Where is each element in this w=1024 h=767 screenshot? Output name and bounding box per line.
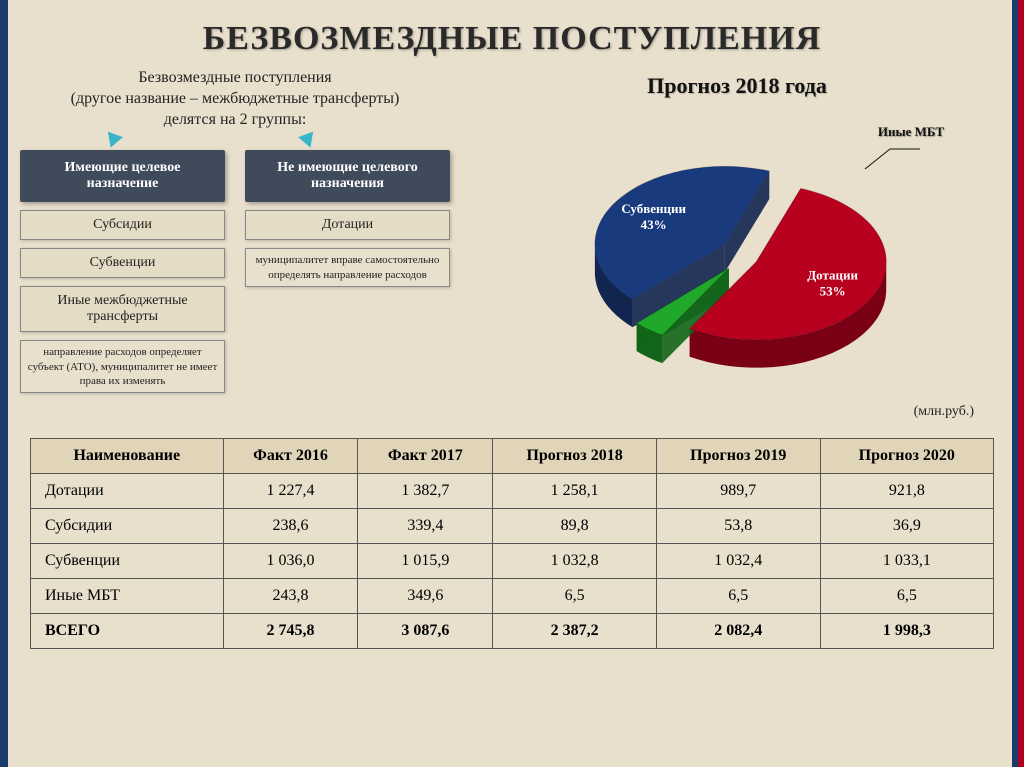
table-cell: 2 745,8	[223, 614, 358, 649]
table-cell: 6,5	[820, 579, 993, 614]
table-cell: 1 032,8	[493, 544, 657, 579]
table-row: Иные МБТ243,8349,66,56,56,5	[31, 579, 994, 614]
group-note: муниципалитет вправе самостоятельно опре…	[245, 248, 450, 287]
table-cell: 238,6	[223, 509, 358, 544]
subtitle: Безвозмездные поступления (другое назван…	[20, 68, 450, 130]
border-right	[1012, 0, 1024, 767]
arrow-down-icon	[298, 132, 318, 151]
table-cell: Субсидии	[31, 509, 224, 544]
pie-panel: Прогноз 2018 года Дотации53%Субсидии4%Су…	[470, 68, 1004, 418]
table-cell: 1 382,7	[358, 474, 493, 509]
callout-label: Иные МБТ	[878, 124, 944, 139]
table-cell: 2 082,4	[656, 614, 820, 649]
table-header-cell: Факт 2016	[223, 439, 358, 474]
table-row-total: ВСЕГО2 745,83 087,62 387,22 082,41 998,3	[31, 614, 994, 649]
subtitle-line: делятся на 2 группы:	[164, 111, 307, 128]
svg-text:Субвенции: Субвенции	[621, 201, 686, 216]
group-targeted: Имеющие целевое назначение Субсидии Субв…	[20, 150, 225, 393]
group-header: Не имеющие целевого назначения	[245, 150, 450, 202]
table-cell: 89,8	[493, 509, 657, 544]
pie-callout-other: Иные МБТ	[878, 124, 944, 140]
table-cell: 36,9	[820, 509, 993, 544]
table-cell: 243,8	[223, 579, 358, 614]
group-header: Имеющие целевое назначение	[20, 150, 225, 202]
group-nontargeted: Не имеющие целевого назначения Дотации м…	[245, 150, 450, 393]
table-cell: Дотации	[31, 474, 224, 509]
table-header-cell: Прогноз 2020	[820, 439, 993, 474]
table-cell: 6,5	[493, 579, 657, 614]
table-cell: Субвенции	[31, 544, 224, 579]
group-item: Дотации	[245, 210, 450, 240]
table-header-cell: Факт 2017	[358, 439, 493, 474]
group-item: Субвенции	[20, 248, 225, 278]
page-title: БЕЗВОЗМЕЗДНЫЕ ПОСТУПЛЕНИЯ	[20, 0, 1004, 68]
table-cell: 1 032,4	[656, 544, 820, 579]
table-cell: 921,8	[820, 474, 993, 509]
table-cell: 53,8	[656, 509, 820, 544]
border-left	[0, 0, 8, 767]
pie-title: Прогноз 2018 года	[470, 73, 1004, 99]
subtitle-line: (другое название – межбюджетные трансфер…	[71, 90, 400, 107]
data-table: НаименованиеФакт 2016Факт 2017Прогноз 20…	[30, 438, 994, 649]
table-cell: 989,7	[656, 474, 820, 509]
svg-text:43%: 43%	[641, 217, 667, 232]
table-cell: 1 036,0	[223, 544, 358, 579]
table-cell: Иные МБТ	[31, 579, 224, 614]
subtitle-line: Безвозмездные поступления	[138, 69, 331, 86]
table-cell: 1 258,1	[493, 474, 657, 509]
table-cell: 1 227,4	[223, 474, 358, 509]
table-cell: 1 033,1	[820, 544, 993, 579]
table-row: Субсидии238,6339,489,853,836,9	[31, 509, 994, 544]
table-cell: 1 015,9	[358, 544, 493, 579]
table-header-cell: Прогноз 2018	[493, 439, 657, 474]
unit-label: (млн.руб.)	[914, 404, 974, 420]
table-cell: 6,5	[656, 579, 820, 614]
table-cell: 349,6	[358, 579, 493, 614]
arrow-down-icon	[103, 132, 123, 151]
table-cell: 3 087,6	[358, 614, 493, 649]
classification-panel: Безвозмездные поступления (другое назван…	[20, 68, 450, 418]
pie-chart: Дотации53%Субсидии4%Субвенции43%	[470, 99, 990, 389]
table-cell: 339,4	[358, 509, 493, 544]
table-cell: ВСЕГО	[31, 614, 224, 649]
table-header-cell: Наименование	[31, 439, 224, 474]
group-item: Иные межбюджетные трансферты	[20, 286, 225, 332]
svg-text:Дотации: Дотации	[807, 267, 858, 282]
group-item: Субсидии	[20, 210, 225, 240]
table-header-cell: Прогноз 2019	[656, 439, 820, 474]
group-note: направление расходов определяет субъект …	[20, 340, 225, 393]
table-row: Субвенции1 036,01 015,91 032,81 032,41 0…	[31, 544, 994, 579]
svg-text:53%: 53%	[820, 283, 846, 298]
table-row: Дотации1 227,41 382,71 258,1989,7921,8	[31, 474, 994, 509]
table-cell: 2 387,2	[493, 614, 657, 649]
table-cell: 1 998,3	[820, 614, 993, 649]
